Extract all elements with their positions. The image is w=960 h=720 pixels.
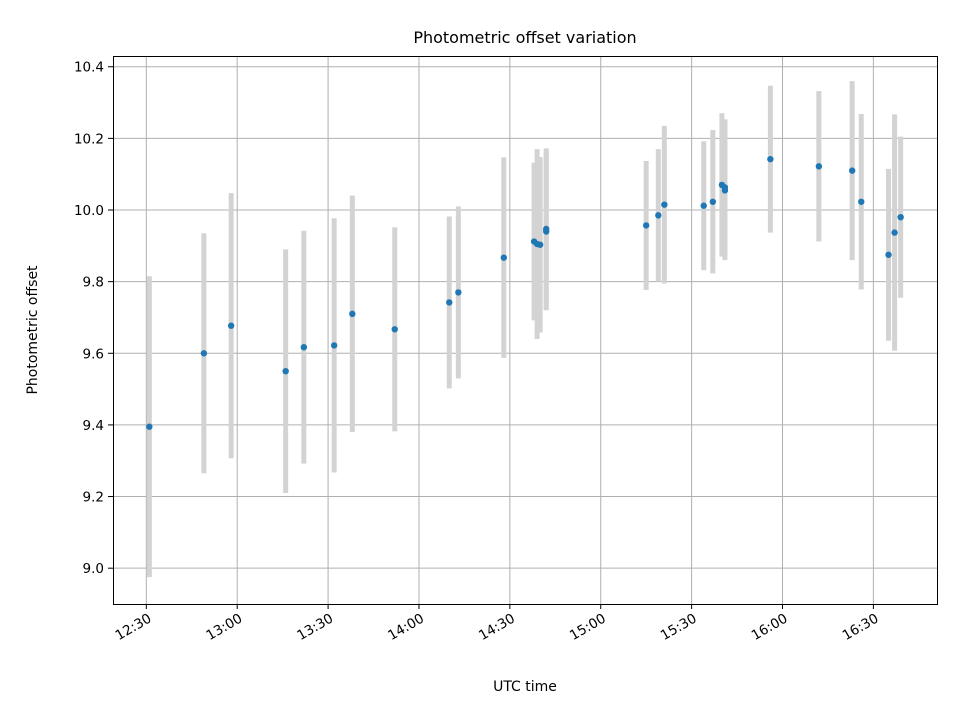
data-point: [661, 201, 668, 208]
data-point: [858, 198, 865, 205]
data-point: [146, 423, 153, 430]
data-point: [642, 222, 650, 229]
x-tick-label: 14:30: [476, 611, 518, 644]
data-point: [227, 322, 235, 329]
data-point: [885, 251, 892, 258]
y-tick-label: 9.8: [83, 275, 104, 291]
x-tick-label: 14:00: [385, 611, 427, 644]
y-axis-ticks: 9.0 9.2 9.4 9.6 9.8 10.0 10.2 10.4: [74, 60, 113, 577]
data-point: [891, 229, 898, 236]
x-tick-label: 13:30: [294, 611, 336, 644]
grid-layer: [113, 56, 937, 604]
x-tick-label: 16:30: [840, 611, 882, 644]
chart-title: Photometric offset variation: [413, 28, 636, 47]
x-axis-label: UTC time: [493, 679, 557, 695]
y-tick-label: 10.4: [74, 60, 104, 76]
data-point: [897, 213, 904, 221]
y-tick-label: 9.4: [83, 418, 104, 434]
x-tick-label: 13:00: [204, 611, 246, 644]
data-point: [815, 163, 823, 170]
data-point: [330, 342, 338, 349]
plot-frame: [113, 56, 938, 605]
x-tick-label: 15:00: [567, 611, 609, 644]
data-point: [721, 184, 729, 191]
data-point: [446, 299, 453, 306]
x-axis-ticks: 12:30 13:00 13:30 14:00 14:30 15:00 15:30 16:00…: [113, 604, 882, 644]
data-point: [455, 289, 462, 296]
data-point: [200, 350, 208, 357]
data-point: [536, 241, 544, 248]
y-tick-label: 9.2: [83, 490, 104, 506]
y-tick-label: 9.6: [83, 346, 104, 362]
x-tick-label: 12:30: [113, 611, 155, 644]
data-point: [391, 326, 398, 333]
data-point: [848, 167, 856, 174]
data-point: [655, 212, 662, 219]
data-point: [709, 198, 717, 205]
data-point: [500, 254, 507, 261]
point-layer: [146, 155, 904, 430]
x-tick-label: 15:30: [658, 611, 700, 644]
data-point: [543, 228, 550, 235]
data-point: [282, 367, 289, 375]
data-point: [767, 155, 774, 163]
data-point: [349, 310, 356, 318]
data-point: [300, 343, 308, 351]
y-tick-label: 10.0: [74, 203, 104, 219]
y-tick-label: 10.2: [74, 131, 104, 147]
y-axis-label: Photometric offset: [25, 265, 41, 395]
errorbar-layer: [146, 81, 904, 578]
y-tick-label: 9.0: [83, 561, 104, 577]
x-tick-label: 16:00: [749, 611, 791, 644]
data-point: [700, 202, 707, 209]
